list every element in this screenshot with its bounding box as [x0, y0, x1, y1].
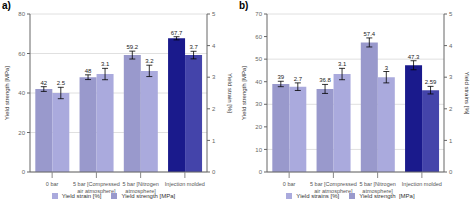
svg-text:2.7: 2.7: [294, 76, 303, 82]
svg-text:0: 0: [22, 169, 26, 175]
svg-text:5: 5: [212, 11, 216, 17]
svg-text:20: 20: [18, 130, 25, 136]
svg-text:20: 20: [255, 124, 262, 130]
svg-text:36.8: 36.8: [319, 77, 331, 83]
svg-text:3: 3: [212, 74, 216, 80]
svg-text:5: 5: [449, 11, 453, 17]
svg-text:4: 4: [212, 43, 216, 49]
svg-text:3.1: 3.1: [338, 61, 347, 67]
svg-text:60: 60: [18, 51, 25, 57]
html-text:a): a): [2, 0, 11, 11]
svg-text:3.2: 3.2: [145, 58, 154, 64]
svg-text:3.1: 3.1: [101, 61, 110, 67]
svg-text:40: 40: [255, 79, 262, 85]
svg-text:Yield strains [%]: Yield strains [%]: [464, 72, 466, 115]
svg-text:2.59: 2.59: [425, 79, 437, 85]
svg-text:57.4: 57.4: [363, 31, 375, 37]
html-text:Yield strength [MPa]: Yield strength [MPa]: [121, 193, 176, 199]
svg-text:60: 60: [255, 34, 262, 40]
html-text:b): b): [239, 0, 249, 11]
svg-text:3: 3: [449, 74, 453, 80]
svg-text:50: 50: [255, 56, 262, 62]
svg-text:48: 48: [85, 68, 92, 74]
svg-text:0: 0: [259, 169, 263, 175]
svg-text:5 bar [Nitrogenatmosphere]: 5 bar [Nitrogenatmosphere]: [122, 181, 158, 194]
svg-text:70: 70: [255, 11, 262, 17]
svg-text:5 bar [Compressedair atmospher: 5 bar [Compressedair atmosphere]: [73, 181, 120, 194]
svg-text:42: 42: [40, 80, 47, 86]
svg-text:2: 2: [212, 106, 216, 112]
svg-text:Injection molded: Injection molded: [165, 181, 205, 187]
svg-text:47.3: 47.3: [408, 54, 420, 60]
html-text:Yield strength [MPa]: Yield strength [MPa]: [359, 193, 415, 199]
svg-text:30: 30: [255, 101, 262, 107]
svg-text:3.7: 3.7: [189, 44, 198, 50]
svg-text:0: 0: [449, 169, 453, 175]
svg-text:59.2: 59.2: [126, 44, 138, 50]
svg-text:Injection molded: Injection molded: [402, 181, 442, 187]
svg-text:2: 2: [449, 106, 453, 112]
svg-text:5 bar [Nitrogenatmosphere]: 5 bar [Nitrogenatmosphere]: [359, 181, 395, 194]
svg-text:5 bar [Compressedair atmospher: 5 bar [Compressedair atmosphere]: [310, 181, 357, 194]
svg-text:1: 1: [449, 138, 453, 144]
svg-text:2.5: 2.5: [57, 80, 66, 86]
svg-text:1: 1: [212, 138, 216, 144]
svg-text:4: 4: [449, 43, 453, 49]
svg-text:Yield strength [MPa]: Yield strength [MPa]: [241, 66, 247, 120]
svg-text:0 bar: 0 bar: [46, 181, 59, 187]
html-text:Yield strains [%]: Yield strains [%]: [296, 193, 340, 199]
svg-text:80: 80: [18, 11, 25, 17]
svg-text:40: 40: [18, 90, 25, 96]
svg-text:67.7: 67.7: [171, 30, 183, 36]
svg-text:0: 0: [212, 169, 216, 175]
svg-text:39: 39: [277, 74, 284, 80]
svg-text:10: 10: [255, 147, 262, 153]
svg-text:3: 3: [385, 65, 389, 71]
html-text:Yield strain [%]: Yield strain [%]: [61, 193, 102, 199]
svg-text:0 bar: 0 bar: [283, 181, 296, 187]
svg-text:Yield strain [%]: Yield strain [%]: [227, 73, 233, 113]
svg-text:Yield strength [MPa]: Yield strength [MPa]: [8, 66, 10, 120]
